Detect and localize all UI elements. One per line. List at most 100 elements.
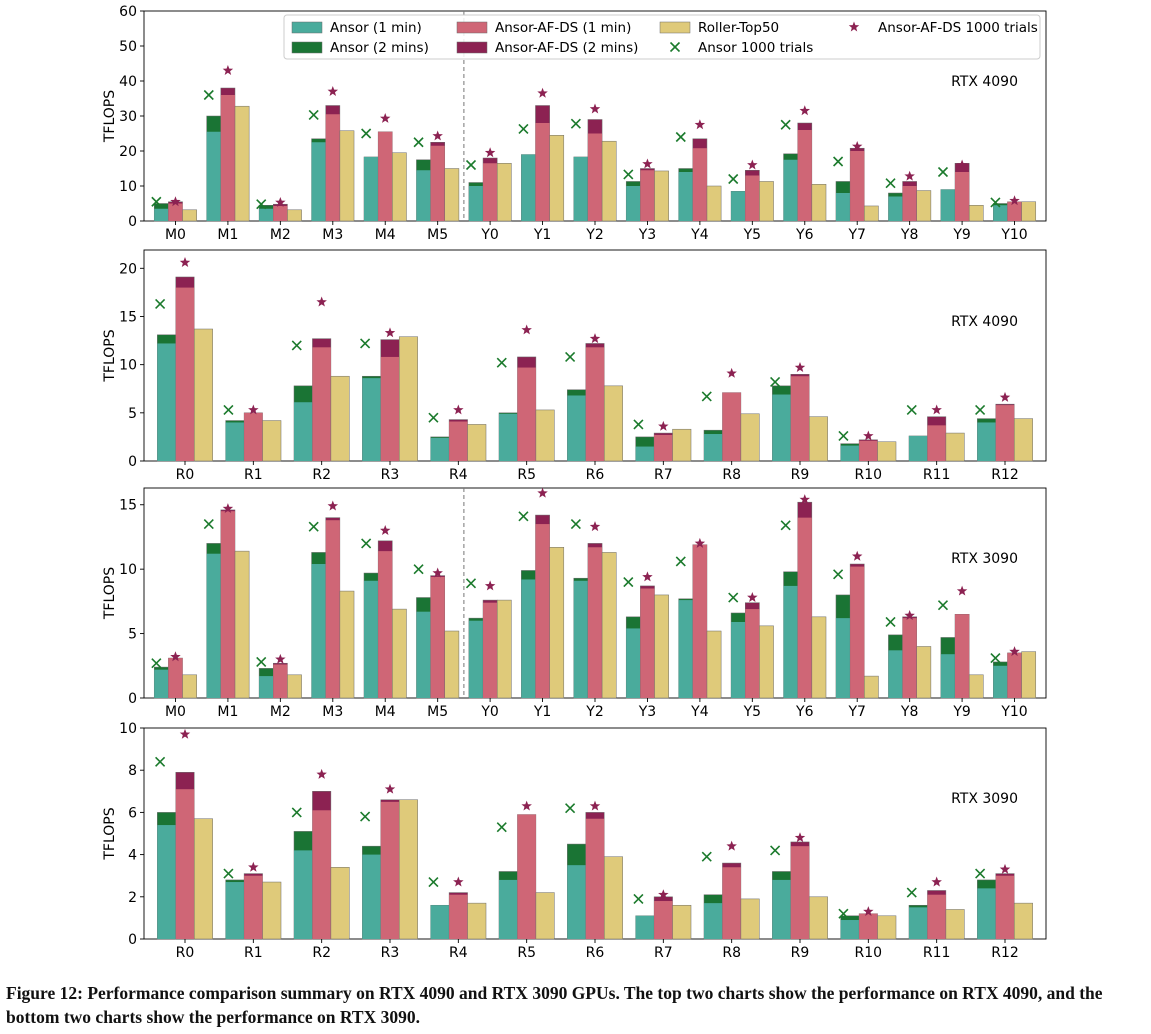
category-group-M0: M0: [151, 196, 197, 243]
marker-af-ds-1000-trials: [851, 550, 863, 561]
bar-af-ds-1min: [312, 347, 331, 461]
marker-ansor-1000-trials: [780, 119, 791, 130]
chart-panel-4: 0 2 4 6 8 10 TFLOPS RTX 3090 R0 R1 R2 R3 R4 R5 R6 R7 R8 R…: [102, 721, 1047, 961]
marker-af-ds-1000-trials: [484, 580, 496, 591]
bar-roller-top50: [287, 674, 302, 699]
bar-roller-top50: [392, 608, 407, 699]
x-tick-label: R11: [923, 945, 951, 961]
bar-roller-top50: [339, 130, 355, 222]
bar-roller-top50: [182, 209, 197, 222]
x-tick-label: Y4: [690, 227, 709, 243]
x-tick-label: R10: [855, 467, 883, 483]
bar-ansor-1min: [293, 402, 313, 461]
x-tick-label: M0: [165, 704, 186, 720]
bar-af-ds-1min: [430, 145, 445, 221]
bar-ansor-1min: [521, 154, 536, 221]
x-tick-label: R6: [586, 945, 605, 961]
legend-label: Roller-Top50: [698, 20, 779, 36]
marker-ansor-1000-trials: [223, 404, 234, 416]
bar-roller-top50: [759, 625, 774, 699]
marker-ansor-1000-trials: [780, 520, 791, 531]
gpu-label: RTX 4090: [951, 314, 1018, 330]
marker-af-ds-1000-trials: [316, 768, 327, 779]
bar-ansor-1min: [626, 628, 641, 698]
legend-swatch: [456, 21, 488, 34]
bar-ansor-1min: [468, 620, 484, 698]
marker-ansor-1000-trials: [203, 89, 214, 101]
x-tick-label: M4: [375, 704, 396, 720]
marker-ansor-1000-trials: [975, 404, 986, 416]
marker-ansor-1000-trials: [975, 868, 986, 879]
x-tick-label: Y8: [900, 704, 918, 720]
bar-ansor-1min: [626, 186, 641, 221]
y-tick-label: 50: [119, 39, 137, 55]
marker-af-ds-1000-trials: [904, 170, 915, 181]
marker-af-ds-1000-trials: [453, 404, 464, 415]
bar-roller-top50: [182, 674, 197, 699]
marker-ansor-1000-trials: [838, 908, 849, 919]
y-axis-label: TFLOPS: [102, 90, 118, 143]
marker-af-ds-1000-trials: [432, 567, 443, 578]
x-tick-label: Y4: [690, 704, 709, 720]
bar-af-ds-1min: [535, 123, 550, 221]
marker-af-ds-1000-trials: [589, 521, 601, 532]
marker-af-ds-1000-trials: [956, 585, 968, 596]
category-group-M5: M5: [413, 130, 460, 243]
bar-roller-top50: [740, 898, 760, 940]
x-tick-label: R4: [449, 945, 468, 961]
y-tick-label: 0: [128, 932, 137, 948]
bar-af-ds-1min: [692, 148, 707, 221]
x-tick-label: M5: [427, 227, 448, 243]
marker-af-ds-1000-trials: [521, 800, 532, 811]
marker-af-ds-1000-trials: [380, 112, 391, 123]
bar-af-ds-1min: [587, 133, 603, 221]
bar-ansor-1min: [567, 395, 586, 461]
bar-roller-top50: [330, 375, 350, 462]
y-tick-label: 15: [119, 498, 137, 514]
y-tick-label: 10: [119, 358, 137, 374]
marker-af-ds-1000-trials: [275, 196, 286, 207]
category-group-Y6: Y6: [780, 494, 827, 720]
bar-ansor-1min: [940, 654, 956, 698]
bar-af-ds-1min: [850, 151, 865, 221]
bar-af-ds-1min: [585, 818, 605, 939]
marker-ansor-1000-trials: [151, 196, 162, 207]
marker-af-ds-1000-trials: [384, 327, 396, 338]
x-tick-label: Y7: [847, 227, 865, 243]
bar-af-ds-1min: [654, 901, 673, 939]
bar-ansor-1min: [772, 394, 791, 461]
bar-roller-top50: [706, 630, 722, 699]
bar-roller-top50: [262, 420, 282, 462]
marker-ansor-1000-trials: [623, 576, 634, 588]
bar-roller-top50: [811, 616, 827, 699]
x-tick-label: R9: [791, 945, 810, 961]
bar-af-ds-1min: [483, 163, 498, 221]
category-group-R4: R4: [428, 876, 487, 961]
x-tick-label: R7: [654, 467, 673, 483]
bar-ansor-1min: [157, 825, 176, 939]
category-group-Y1: Y1: [518, 487, 565, 720]
bar-ansor-1min: [293, 850, 313, 939]
marker-af-ds-1000-trials: [694, 537, 706, 548]
y-tick-label: 30: [119, 109, 137, 125]
bar-af-ds-1min: [850, 566, 865, 698]
category-group-Y7: Y7: [833, 550, 879, 720]
marker-af-ds-1000-trials: [589, 800, 601, 811]
marker-af-ds-1000-trials: [726, 840, 737, 851]
bar-af-ds-1min: [325, 520, 340, 698]
bar-ansor-1min: [154, 208, 169, 221]
marker-ansor-1000-trials: [728, 592, 739, 603]
legend-item-ansorTrial: Ansor 1000 trials: [669, 40, 813, 56]
legend-item-af2: Ansor-AF-DS (2 mins): [456, 40, 638, 56]
category-group-Y2: Y2: [570, 103, 617, 243]
legend-label: Ansor (2 mins): [330, 40, 429, 56]
bar-ansor-1min: [908, 435, 928, 461]
marker-af-ds-1000-trials: [931, 876, 942, 887]
bar-roller-top50: [808, 416, 828, 462]
category-group-Y0: Y0: [465, 578, 512, 720]
category-group-M1: M1: [203, 503, 250, 720]
marker-af-ds-1000-trials: [799, 494, 810, 505]
bar-af-ds-1min: [654, 434, 673, 461]
x-tick-label: M0: [165, 227, 186, 243]
